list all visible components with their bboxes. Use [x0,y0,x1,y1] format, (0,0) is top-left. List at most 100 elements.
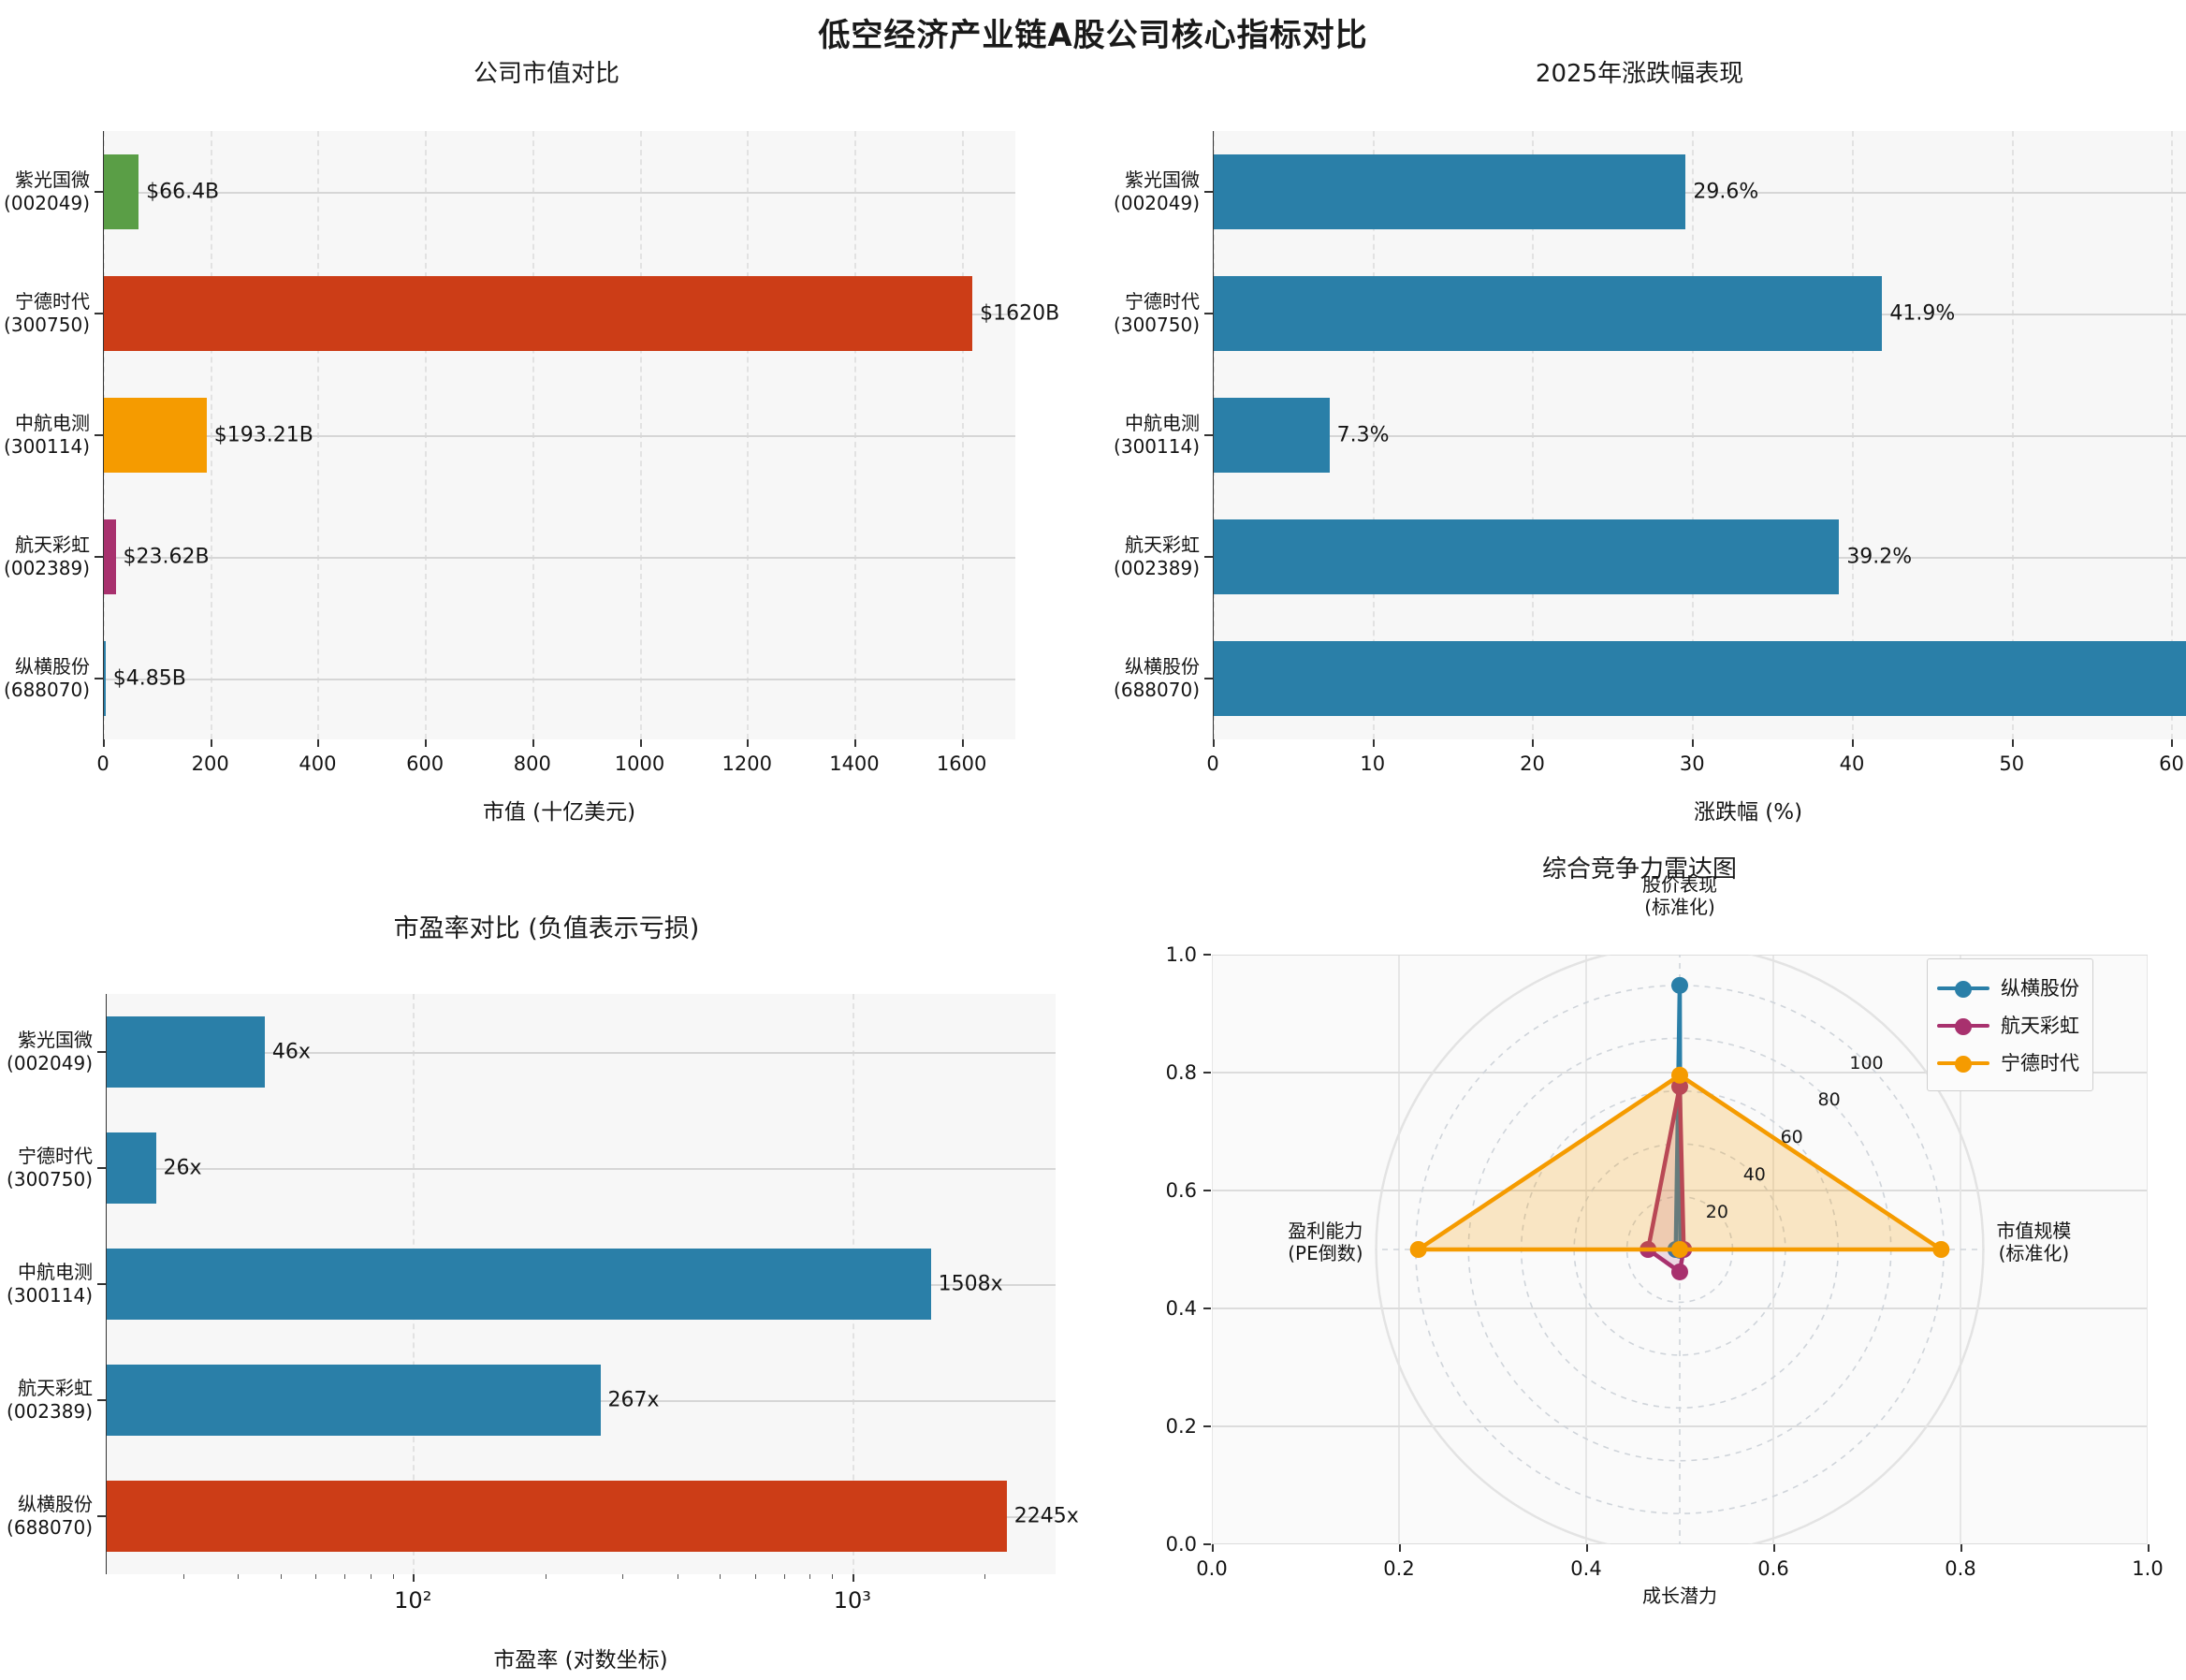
bar-航天彩虹 [1213,519,1840,595]
x-minor-tick [832,1574,834,1579]
category-label-code: (002049) [1114,192,1200,214]
panel-market-cap-title: 公司市值对比 [473,60,619,88]
radar-x-tick-mark [1586,1544,1588,1552]
panel-change: 2025年涨跌幅表现 29.6%41.9%7.3%39.2%63.5% 紫光国微… [1093,47,2186,852]
category-label-name: 航天彩虹 [18,1377,93,1399]
category-gridline [1213,192,2186,194]
radial-tick-label-100: 100 [1849,1052,1884,1074]
radar-y-tick-mark [1203,1072,1211,1074]
radial-tick-label-20: 20 [1705,1202,1728,1223]
category-label-name: 宁德时代 [18,1145,93,1167]
y-axis-spine [1213,131,1214,739]
market-cap-plot-area: $66.4B $1620B $193.21B $23.62B $4.85B [103,131,1059,739]
category-gridline [103,435,1015,437]
figure-title: 低空经济产业链A股公司核心指标对比 [818,17,1368,54]
radar-x-tick-label: 1.0 [2132,1557,2164,1580]
bar-航天彩虹 [103,519,116,595]
x-minor-tick [784,1574,786,1579]
legend-item-宁德时代[interactable]: 宁德时代 [1937,1044,2079,1081]
x-tick-mark [1372,739,1375,747]
legend-item-纵横股份[interactable]: 纵横股份 [1937,969,2079,1006]
radar-axis-label-line2: (标准化) [1644,895,1715,918]
category-tick [1204,191,1213,193]
category-tick [95,313,103,314]
radar-axis-label-0: 股价表现 (标准化) [1642,873,1717,918]
x-tick-mark [2171,739,2174,747]
category-tick [97,1515,106,1517]
category-gridline [1213,435,2186,437]
x-tick-mark [210,739,212,747]
category-tick [1204,434,1213,436]
category-label-code: (688070) [4,679,90,701]
radar-x-tick-label: 0.2 [1383,1557,1415,1580]
category-label-code: (300750) [7,1168,93,1191]
legend-item-航天彩虹[interactable]: 航天彩虹 [1937,1006,2079,1044]
x-tick-label: 1000 [614,752,665,775]
radar-axis-label-3: 盈利能力 (PE倒数) [1288,1220,1363,1264]
radar-x-tick-label: 0.8 [1945,1557,1976,1580]
category-label-name: 纵横股份 [18,1493,93,1515]
category-gridline [103,557,1015,559]
category-tick [1204,556,1213,558]
x-axis-label: 市值 (十亿美元) [482,800,636,825]
x-minor-tick [984,1574,986,1579]
x-tick-label: 0 [1206,752,1219,775]
radar-axis-label-2: 成长潜力 [1642,1585,1717,1607]
bar-纵横股份 [106,1480,1007,1553]
radar-axis-label-1: 市值规模 (标准化) [1996,1220,2071,1264]
radar-x-tick-label: 0.6 [1757,1557,1789,1580]
x-tick-label: 20 [1520,752,1545,775]
x-tick-mark [961,739,964,747]
category-tick [97,1051,106,1053]
radar-y-tick-label: 0.8 [1165,1061,1197,1084]
radar-axis-label-line1: 市值规模 [1996,1220,2072,1242]
radar-axis-label-line2: (标准化) [1998,1242,2070,1264]
bar-中航电测 [106,1248,931,1321]
x-tick-label: 800 [513,752,551,775]
radar-y-tick-mark [1203,1543,1211,1545]
radial-tick-label-80: 80 [1817,1089,1841,1111]
bar-中航电测 [1213,397,1330,474]
category-label-name: 紫光国微 [18,1029,93,1051]
bar-value-label: 39.2% [1846,545,1913,569]
bar-纵横股份 [103,640,106,717]
bar-宁德时代 [1213,275,1883,352]
legend-swatch-宁德时代 [1937,1053,1989,1073]
bar-value-label: 2245x [1013,1504,1079,1528]
radial-tick-label-60: 60 [1780,1127,1803,1148]
y-axis-spine [103,131,104,739]
category-label-宁德时代: 宁德时代 (300750) [979,290,1200,337]
x-minor-tick [238,1574,240,1579]
radar-y-tick-label: 0.6 [1165,1179,1197,1202]
bar-航天彩虹 [106,1364,601,1437]
bar-value-label: 41.9% [1889,301,1956,326]
radar-point-宁德时代-3 [1409,1241,1427,1258]
category-label-code: (688070) [1114,679,1200,701]
radar-x-tick-mark [1773,1544,1775,1552]
category-label-code: (300114) [1114,435,1200,458]
x-tick-mark [639,739,642,747]
category-gridline [106,1052,1056,1054]
bar-value-label: 46x [271,1040,311,1064]
category-label-纵横股份: 纵横股份 (688070) [0,1493,93,1540]
legend-marker-纵横股份 [1955,981,1972,998]
x-minor-tick [809,1574,811,1579]
radar-x-tick-label: 0.0 [1196,1557,1228,1580]
radar-x-tick-label: 0.4 [1570,1557,1602,1580]
x-minor-tick [315,1574,317,1579]
bar-紫光国微 [103,153,139,230]
category-label-name: 纵横股份 [15,655,90,678]
bar-宁德时代 [103,275,973,352]
category-label-code: (300750) [4,314,90,336]
y-axis-spine [106,994,107,1574]
category-label-name: 中航电测 [1125,412,1200,434]
x-tick-label: 600 [406,752,444,775]
x-tick-mark [413,1574,415,1582]
category-label-宁德时代: 宁德时代 (300750) [0,290,90,337]
bar-value-label: 7.3% [1336,423,1390,447]
category-label-name: 宁德时代 [15,290,90,313]
x-axis-label: 涨跌幅 (%) [1693,800,1803,825]
panel-radar-title: 综合竞争力雷达图 [1541,855,1737,884]
x-minor-tick [720,1574,721,1579]
category-gridline [106,1168,1056,1170]
